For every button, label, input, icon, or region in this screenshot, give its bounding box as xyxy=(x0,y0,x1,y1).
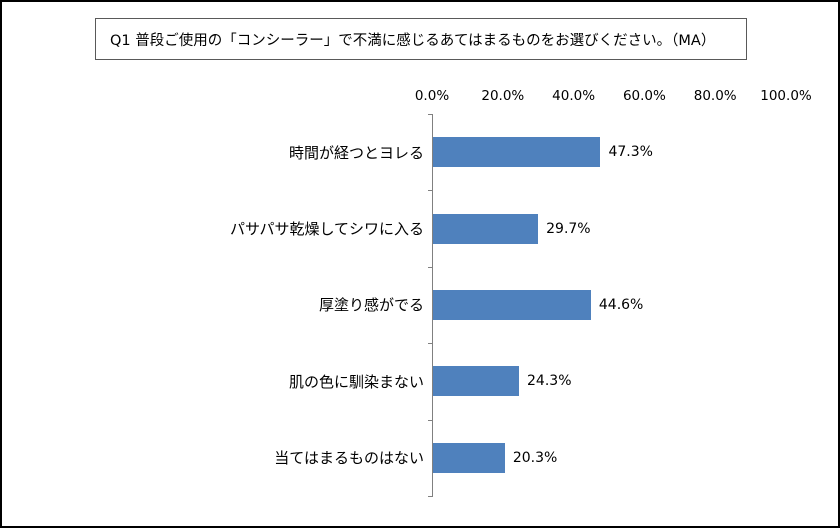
x-axis-tick-label: 60.0% xyxy=(622,88,666,104)
category-label: 当てはまるものはない xyxy=(274,449,424,468)
x-axis-labels: 0.0% 20.0% 40.0% 60.0% 80.0% 100.0% xyxy=(415,88,812,108)
x-axis-tick-label: 0.0% xyxy=(414,88,450,104)
bar xyxy=(433,213,539,244)
axis-tick xyxy=(428,343,433,345)
x-axis-tick-label: 80.0% xyxy=(693,88,737,104)
bar xyxy=(433,137,601,168)
plot-area: 47.3% 29.7% 44.6% 24.3% 20.3% xyxy=(428,114,787,497)
value-label: 20.3% xyxy=(512,449,558,466)
bar-row: 20.3% xyxy=(433,420,787,496)
bar-row: 44.6% xyxy=(433,267,787,343)
bar xyxy=(433,366,520,397)
category-labels: 時間が経つとヨレるパサパサ乾燥してシワに入る厚塗り感がでる肌の色に馴染まない当て… xyxy=(42,114,424,496)
bar xyxy=(433,442,505,473)
x-axis-tick-label: 20.0% xyxy=(481,88,525,104)
category-label: 時間が経つとヨレる xyxy=(288,143,424,162)
bar-row: 47.3% xyxy=(433,114,787,190)
axis-tick xyxy=(428,190,433,192)
axis-tick xyxy=(428,496,433,497)
value-label: 24.3% xyxy=(527,373,572,390)
bar-row: 24.3% xyxy=(433,343,787,419)
axis-tick xyxy=(428,114,433,115)
x-axis-tick-label: 100.0% xyxy=(760,88,812,104)
value-label: 29.7% xyxy=(546,220,591,237)
bar xyxy=(433,289,591,320)
value-label: 44.6% xyxy=(598,296,644,313)
chart-title-box: Q1 普段ご使用の「コンシーラー」で不満に感じるあてはまるものをお選びください。… xyxy=(95,18,747,60)
category-label: 厚塗り感がでる xyxy=(318,296,424,315)
x-axis-tick-label: 40.0% xyxy=(552,88,596,104)
category-label: パサパサ乾燥してシワに入る xyxy=(230,220,424,239)
category-label: 肌の色に馴染まない xyxy=(288,372,424,391)
chart-title: Q1 普段ご使用の「コンシーラー」で不満に感じるあてはまるものをお選びください。… xyxy=(110,32,716,49)
bar-row: 29.7% xyxy=(433,190,787,266)
axis-tick xyxy=(428,266,433,268)
value-label: 47.3% xyxy=(608,144,653,161)
axis-tick xyxy=(428,419,433,421)
